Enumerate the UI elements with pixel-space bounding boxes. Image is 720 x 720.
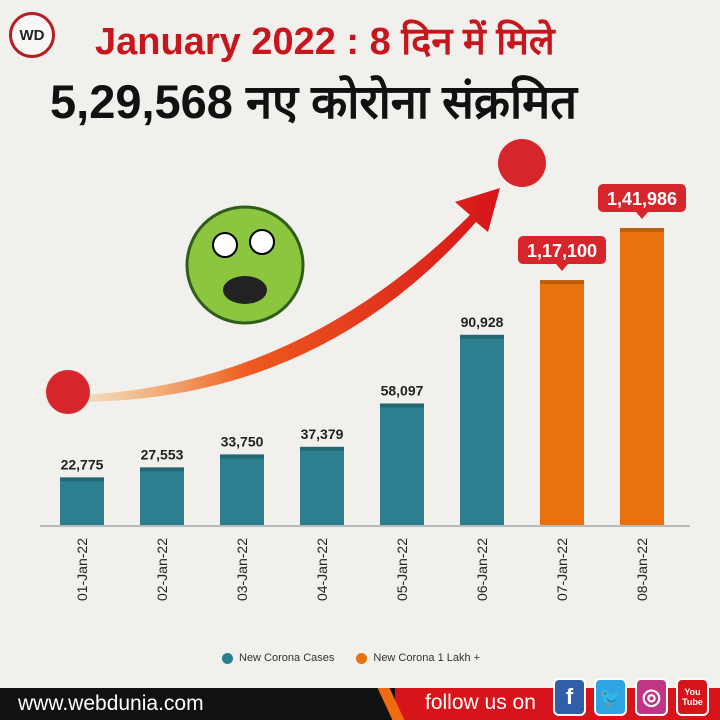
data-label-badge xyxy=(518,236,606,265)
x-tick-label: 05-Jan-22 xyxy=(394,538,410,601)
data-label: 1,17,100 xyxy=(527,241,597,261)
bar-cap xyxy=(540,280,584,285)
legend-item-new-cases: New Corona Cases xyxy=(222,652,334,664)
twitter-icon[interactable]: 🐦 xyxy=(594,678,627,716)
footer: www.webdunia.com follow us on f 🐦 ◎ You … xyxy=(0,678,720,720)
virus-icon-left xyxy=(46,370,90,414)
bar-cap xyxy=(140,467,184,472)
webdunia-logo: WD xyxy=(9,12,55,58)
legend-swatch xyxy=(356,652,368,664)
bar xyxy=(460,334,504,525)
data-label: 1,41,986 xyxy=(607,189,677,209)
title-line-1: January 2022 : 8 दिन में मिले xyxy=(95,21,555,63)
bar xyxy=(620,228,664,525)
bar-cap xyxy=(60,477,104,482)
x-tick-label: 08-Jan-22 xyxy=(634,538,650,601)
bar xyxy=(380,403,424,525)
bar-cap xyxy=(220,454,264,459)
bar xyxy=(300,446,344,525)
data-label: 22,775 xyxy=(61,456,104,472)
title-line-2: 5,29,568 नए कोरोना संक्रमित xyxy=(50,75,578,128)
bar-cap xyxy=(460,334,504,339)
legend-swatch xyxy=(222,652,233,664)
x-tick-label: 01-Jan-22 xyxy=(74,538,90,601)
legend-label: New Corona Cases xyxy=(239,652,335,664)
angry-virus-illustration xyxy=(185,205,305,325)
data-label-badge xyxy=(598,184,686,212)
data-label: 58,097 xyxy=(381,382,424,398)
legend-label: New Corona 1 Lakh + xyxy=(373,652,481,664)
website-link[interactable]: www.webdunia.com xyxy=(18,692,204,715)
bar-cap xyxy=(380,403,424,408)
bar-cap xyxy=(300,446,344,451)
legend: New Corona Cases New Corona 1 Lakh + xyxy=(222,652,480,664)
x-tick-label: 04-Jan-22 xyxy=(314,538,330,601)
bar-cap xyxy=(620,228,664,232)
x-tick-label: 06-Jan-22 xyxy=(474,538,490,601)
data-label: 90,928 xyxy=(461,314,504,330)
data-label: 27,553 xyxy=(141,446,184,462)
bar xyxy=(140,467,184,525)
trend-arrow xyxy=(80,188,500,402)
follow-text: follow us on xyxy=(425,691,536,714)
instagram-icon[interactable]: ◎ xyxy=(635,678,668,716)
x-tick-label: 07-Jan-22 xyxy=(554,538,570,601)
bar xyxy=(60,477,104,525)
data-label-pointer xyxy=(636,212,648,219)
data-label: 33,750 xyxy=(221,433,264,449)
youtube-icon[interactable]: You Tube xyxy=(676,678,709,716)
data-label-pointer xyxy=(556,264,568,272)
x-tick-label: 03-Jan-22 xyxy=(234,538,250,601)
data-label: 37,379 xyxy=(301,426,344,442)
x-tick-label: 02-Jan-22 xyxy=(154,538,170,601)
virus-icon-top xyxy=(498,139,546,187)
bar xyxy=(220,454,264,525)
legend-item-1-lakh: New Corona 1 Lakh + xyxy=(356,652,480,664)
facebook-icon[interactable]: f xyxy=(553,678,586,716)
bar xyxy=(540,280,584,525)
